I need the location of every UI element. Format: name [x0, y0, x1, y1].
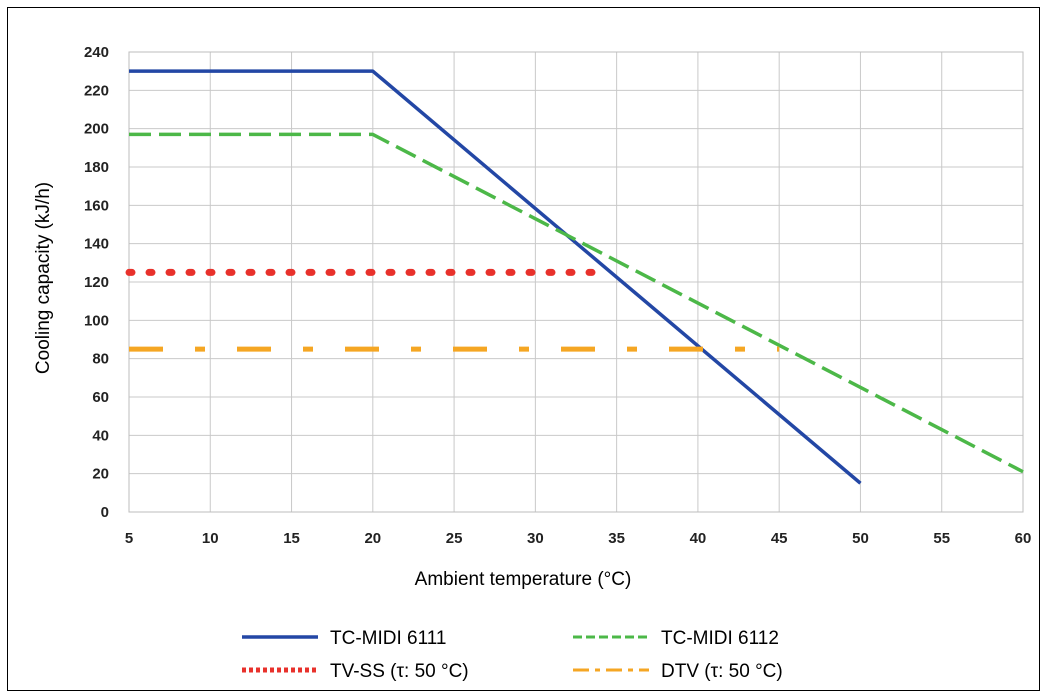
x-tick-label: 35 — [608, 530, 625, 547]
y-tick-label: 140 — [84, 236, 109, 253]
x-tick-label: 5 — [125, 530, 133, 547]
legend: TC-MIDI 6111 TC-MIDI 6112 TV-SS (τ: 50 °C)… — [242, 628, 783, 682]
x-tick-labels: 5 10 15 20 25 30 35 40 45 50 55 60 — [125, 530, 1032, 547]
x-tick-label: 40 — [690, 530, 707, 547]
x-tick-label: 20 — [364, 530, 381, 547]
x-axis-title: Ambient temperature (°C) — [415, 569, 632, 590]
x-tick-label: 50 — [852, 530, 869, 547]
gridlines — [128, 51, 1024, 513]
x-tick-label: 30 — [527, 530, 544, 547]
y-tick-label: 0 — [101, 504, 109, 521]
y-tick-label: 40 — [92, 427, 109, 444]
y-axis-title: Cooling capacity (kJ/h) — [33, 182, 54, 374]
y-tick-label: 200 — [84, 121, 109, 138]
x-tick-label: 25 — [446, 530, 463, 547]
y-tick-label: 100 — [84, 312, 109, 329]
legend-label-0: TC-MIDI 6111 — [330, 628, 447, 649]
x-tick-label: 15 — [283, 530, 300, 547]
legend-label-1: TC-MIDI 6112 — [661, 628, 779, 649]
y-tick-label: 80 — [92, 351, 109, 368]
plot-area — [128, 51, 1024, 513]
x-tick-label: 60 — [1015, 530, 1032, 547]
series-lines — [125, 69, 1024, 485]
series-line-1 — [129, 132, 1024, 474]
y-tick-labels: 0 20 40 60 80 100 120 140 160 180 200 220 240 — [84, 44, 109, 521]
y-tick-label: 20 — [92, 466, 109, 483]
y-tick-label: 60 — [92, 389, 109, 406]
legend-label-3: DTV (τ: 50 °C) — [661, 661, 783, 682]
y-tick-label: 240 — [84, 44, 109, 61]
y-tick-label: 220 — [84, 82, 109, 99]
x-tick-label: 45 — [771, 530, 788, 547]
y-tick-label: 180 — [84, 159, 109, 176]
x-tick-label: 55 — [933, 530, 950, 547]
y-tick-label: 160 — [84, 197, 109, 214]
x-tick-label: 10 — [202, 530, 219, 547]
series-line-0 — [129, 69, 862, 485]
y-tick-label: 120 — [84, 274, 109, 291]
legend-label-2: TV-SS (τ: 50 °C) — [330, 661, 469, 682]
